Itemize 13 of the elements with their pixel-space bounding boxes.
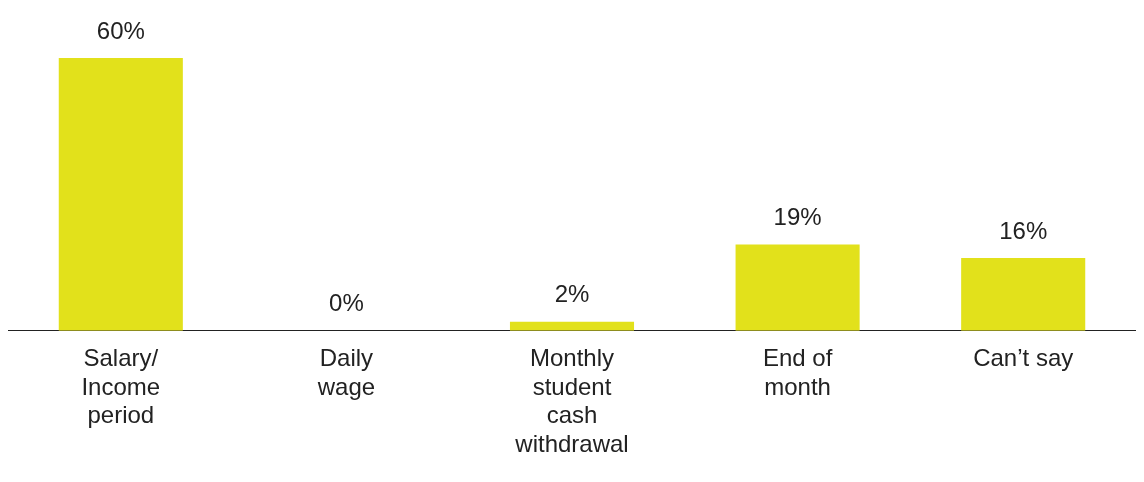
data-label: 16% xyxy=(999,216,1048,244)
bar xyxy=(58,58,183,331)
data-label: 2% xyxy=(554,280,590,308)
x-tick-label: Can’t say xyxy=(973,343,1074,371)
data-label: 19% xyxy=(773,203,822,231)
x-tick-label: Monthly student cash withdrawal xyxy=(514,343,629,458)
x-tick-label: End of month xyxy=(762,343,833,400)
x-tick-label: Salary/ Income period xyxy=(81,343,161,429)
x-tick-label: Daily wage xyxy=(316,343,376,400)
data-label: 60% xyxy=(96,16,145,44)
data-label: 0% xyxy=(329,289,364,317)
bar xyxy=(961,258,1086,331)
bar xyxy=(735,244,860,331)
